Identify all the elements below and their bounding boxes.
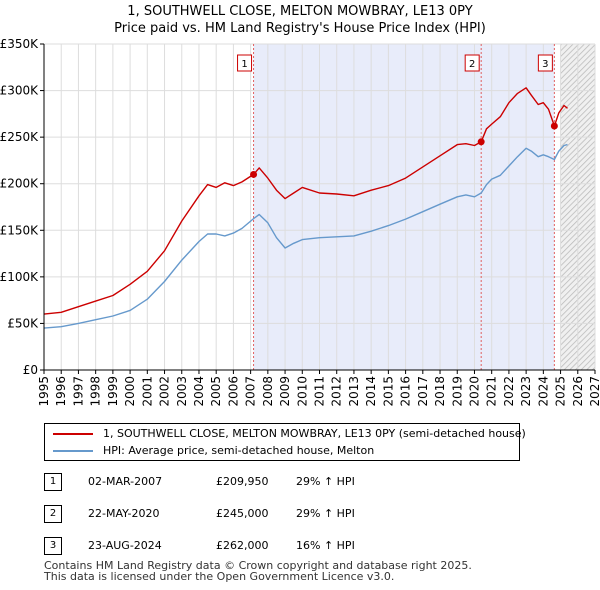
title-line-1: 1, SOUTHWELL CLOSE, MELTON MOWBRAY, LE13… [127, 4, 473, 19]
y-tick-label: £200K [0, 177, 39, 191]
x-tick-label: 2025 [554, 376, 568, 407]
sale-label-number: 2 [469, 59, 475, 70]
footer-attribution: Contains HM Land Registry data © Crown c… [44, 560, 472, 582]
x-tick-label: 2007 [244, 376, 258, 407]
sale-label-box [464, 54, 480, 72]
x-tick-label: 2005 [209, 376, 223, 407]
title-line-2: Price paid vs. HM Land Registry's House … [114, 21, 486, 36]
sale-badge: 2 [44, 505, 62, 523]
x-tick-label: 1995 [37, 376, 51, 407]
x-tick-label: 2019 [450, 376, 464, 407]
sale-hpi-change: 16% ↑ HPI [296, 539, 355, 552]
x-tick-label: 2008 [261, 376, 275, 407]
x-tick-label: 1997 [71, 376, 85, 407]
legend-swatch-property [53, 433, 93, 435]
x-tick-label: 2017 [416, 376, 430, 407]
sale-badge: 1 [44, 473, 62, 491]
sale-price: £209,950 [216, 475, 269, 488]
x-tick-label: 2010 [295, 376, 309, 407]
x-tick-label: 2003 [175, 376, 189, 407]
sale-date: 23-AUG-2024 [88, 539, 162, 552]
x-tick-label: 2009 [278, 376, 292, 407]
x-tick-label: 2006 [226, 376, 240, 407]
x-tick-label: 2018 [433, 376, 447, 407]
y-tick-label: £300K [0, 84, 39, 98]
sale-label-number: 1 [241, 59, 247, 70]
sale-price: £245,000 [216, 507, 269, 520]
legend-label-property: 1, SOUTHWELL CLOSE, MELTON MOWBRAY, LE13… [103, 427, 526, 440]
x-tick-label: 2004 [192, 376, 206, 407]
x-tick-label: 2000 [123, 376, 137, 407]
y-tick-label: £150K [0, 223, 39, 237]
sale-price: £262,000 [216, 539, 269, 552]
sale-badge: 3 [44, 537, 62, 555]
footer-line-1: Contains HM Land Registry data © Crown c… [44, 559, 472, 572]
sale-label-box [237, 54, 253, 72]
x-tick-label: 2020 [467, 376, 481, 407]
x-tick-label: 2001 [140, 376, 154, 407]
sale-point [477, 138, 485, 146]
sale-date: 02-MAR-2007 [88, 475, 163, 488]
price-chart: 1 2 3 £0 £50K £100K £150K £200K £250K £300K £350K… [0, 37, 600, 407]
sale-date: 22-MAY-2020 [88, 507, 160, 520]
ownership-shading [253, 44, 555, 370]
y-tick-label: £0 [23, 363, 38, 377]
x-tick-label: 2021 [485, 376, 499, 407]
y-tick-label: £250K [0, 130, 39, 144]
legend-label-hpi: HPI: Average price, semi-detached house,… [103, 444, 375, 457]
sale-point [550, 122, 558, 130]
hpi-line [43, 143, 568, 329]
property-price-line [43, 87, 568, 315]
x-tick-label: 1998 [89, 376, 103, 407]
x-tick-label: 2027 [588, 376, 600, 407]
x-tick-label: 2024 [536, 376, 550, 407]
x-tick-label: 2013 [347, 376, 361, 407]
y-tick-label: £100K [0, 270, 39, 284]
x-tick-label: 1999 [106, 376, 120, 407]
sale-hpi-change: 29% ↑ HPI [296, 475, 355, 488]
legend-swatch-hpi [53, 450, 93, 452]
x-tick-label: 1996 [54, 376, 68, 407]
chart-legend: 1, SOUTHWELL CLOSE, MELTON MOWBRAY, LE13… [44, 423, 526, 461]
sale-point [250, 170, 258, 178]
x-tick-label: 2014 [364, 376, 378, 407]
x-tick-label: 2011 [313, 376, 327, 407]
y-tick-label: £350K [0, 37, 39, 51]
x-tick-label: 2012 [330, 376, 344, 407]
sale-hpi-change: 29% ↑ HPI [296, 507, 355, 520]
sale-label-box [537, 54, 553, 72]
x-tick-label: 2022 [502, 376, 516, 407]
x-tick-label: 2016 [399, 376, 413, 407]
x-tick-label: 2015 [381, 376, 395, 407]
x-tick-label: 2002 [158, 376, 172, 407]
sale-label-number: 3 [542, 59, 548, 70]
legend-item-property: 1, SOUTHWELL CLOSE, MELTON MOWBRAY, LE13… [53, 426, 526, 442]
x-tick-label: 2023 [519, 376, 533, 407]
chart-title: 1, SOUTHWELL CLOSE, MELTON MOWBRAY, LE13… [0, 3, 600, 37]
y-tick-label: £50K [7, 316, 39, 330]
legend-item-hpi: HPI: Average price, semi-detached house,… [53, 443, 374, 459]
footer-line-2: This data is licensed under the Open Gov… [44, 570, 395, 583]
x-tick-label: 2026 [571, 376, 585, 407]
